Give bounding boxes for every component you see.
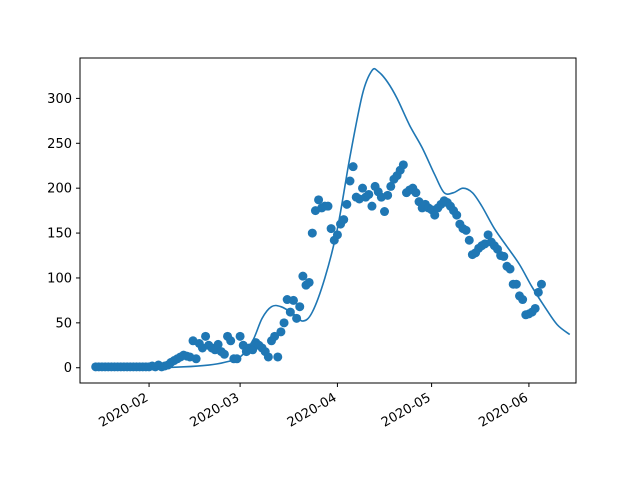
data-point bbox=[358, 183, 368, 193]
data-point bbox=[364, 189, 374, 199]
data-point bbox=[505, 264, 515, 274]
data-point bbox=[367, 201, 377, 211]
data-point bbox=[314, 195, 324, 205]
data-point bbox=[536, 279, 546, 289]
data-point bbox=[398, 160, 408, 170]
y-axis: 0 50 100 150 200 250 300 bbox=[47, 92, 80, 376]
data-point bbox=[235, 331, 245, 341]
y-tick-label: 100 bbox=[47, 271, 72, 286]
data-point bbox=[226, 336, 236, 346]
data-point bbox=[307, 228, 317, 238]
data-point bbox=[430, 210, 440, 220]
y-tick-label: 300 bbox=[47, 92, 72, 107]
y-tick-label: 0 bbox=[64, 361, 72, 376]
data-point bbox=[511, 279, 521, 289]
data-point bbox=[386, 181, 396, 191]
data-point bbox=[483, 230, 493, 240]
data-point bbox=[191, 354, 201, 364]
x-tick-label: 2020-05 bbox=[379, 390, 434, 430]
y-tick-label: 200 bbox=[47, 182, 72, 197]
data-point bbox=[273, 352, 283, 362]
data-point bbox=[339, 215, 349, 225]
data-point bbox=[279, 318, 289, 328]
data-point bbox=[461, 225, 471, 235]
line-series bbox=[95, 67, 571, 369]
data-point bbox=[219, 349, 229, 359]
data-point bbox=[518, 295, 528, 305]
plot-frame bbox=[79, 57, 577, 384]
x-tick-label: 2020-06 bbox=[476, 390, 531, 430]
data-point bbox=[276, 327, 286, 337]
data-point bbox=[411, 188, 421, 198]
data-point bbox=[304, 277, 314, 287]
data-point bbox=[452, 210, 462, 220]
fitted-line bbox=[95, 67, 571, 369]
data-point bbox=[270, 331, 280, 341]
y-tick-label: 150 bbox=[47, 227, 72, 242]
y-tick-label: 50 bbox=[55, 316, 72, 331]
data-point bbox=[383, 190, 393, 200]
y-tick-label: 250 bbox=[47, 137, 72, 152]
data-point bbox=[348, 162, 358, 172]
x-tick-label: 2020-04 bbox=[285, 390, 340, 430]
data-point bbox=[345, 176, 355, 186]
data-point bbox=[464, 235, 474, 245]
data-point bbox=[213, 339, 223, 349]
data-point bbox=[292, 313, 302, 323]
data-point bbox=[380, 207, 390, 217]
data-point bbox=[342, 199, 352, 209]
data-point bbox=[326, 224, 336, 234]
data-point bbox=[295, 302, 305, 312]
data-point bbox=[288, 295, 298, 305]
data-point bbox=[530, 303, 540, 313]
x-axis: 2020-02 2020-03 2020-04 2020-05 2020-06 bbox=[97, 383, 531, 431]
x-tick-label: 2020-03 bbox=[188, 390, 243, 430]
x-tick-label: 2020-02 bbox=[97, 390, 152, 430]
data-point bbox=[263, 352, 273, 362]
data-point bbox=[499, 251, 509, 261]
scatter-series bbox=[91, 160, 546, 372]
data-point bbox=[298, 271, 308, 281]
data-point bbox=[323, 201, 333, 211]
data-point bbox=[201, 331, 211, 341]
data-point bbox=[248, 345, 258, 355]
